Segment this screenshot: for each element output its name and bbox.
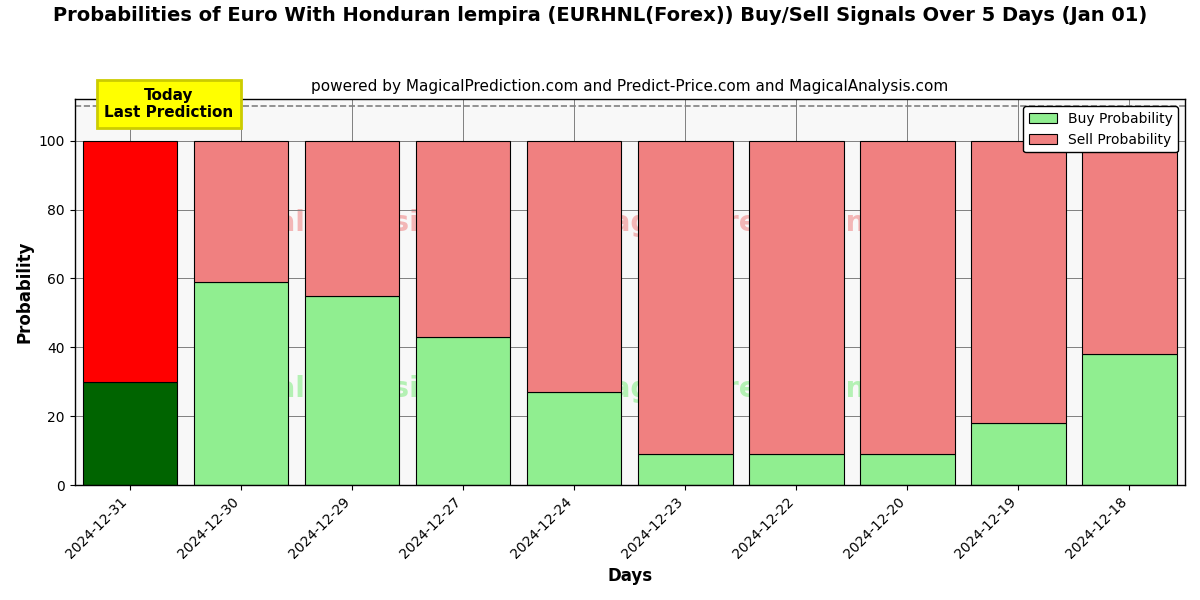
Text: MagicalPrediction.com: MagicalPrediction.com (584, 209, 941, 237)
Bar (194, 282, 288, 485)
Text: Today
Last Prediction: Today Last Prediction (104, 88, 234, 120)
Bar (860, 140, 955, 454)
X-axis label: Days: Days (607, 567, 653, 585)
Bar (749, 140, 844, 454)
Bar (860, 454, 955, 485)
Y-axis label: Probability: Probability (16, 241, 34, 343)
Bar (83, 382, 178, 485)
Bar (638, 140, 732, 454)
Legend: Buy Probability, Sell Probability: Buy Probability, Sell Probability (1024, 106, 1178, 152)
Bar (416, 337, 510, 485)
Bar (638, 454, 732, 485)
Text: calAnalysis.com: calAnalysis.com (260, 375, 511, 403)
Bar (305, 296, 400, 485)
Text: Probabilities of Euro With Honduran lempira (EURHNL(Forex)) Buy/Sell Signals Ove: Probabilities of Euro With Honduran lemp… (53, 6, 1147, 25)
Bar (971, 140, 1066, 423)
Bar (527, 392, 622, 485)
Bar (527, 140, 622, 392)
Title: powered by MagicalPrediction.com and Predict-Price.com and MagicalAnalysis.com: powered by MagicalPrediction.com and Pre… (311, 79, 948, 94)
Bar (1082, 140, 1177, 354)
Bar (1082, 354, 1177, 485)
Bar (83, 140, 178, 382)
Bar (749, 454, 844, 485)
Bar (416, 140, 510, 337)
Bar (305, 140, 400, 296)
Bar (194, 140, 288, 282)
Text: MagicalPrediction.com: MagicalPrediction.com (584, 375, 941, 403)
Bar (971, 423, 1066, 485)
Text: calAnalysis.com: calAnalysis.com (260, 209, 511, 237)
